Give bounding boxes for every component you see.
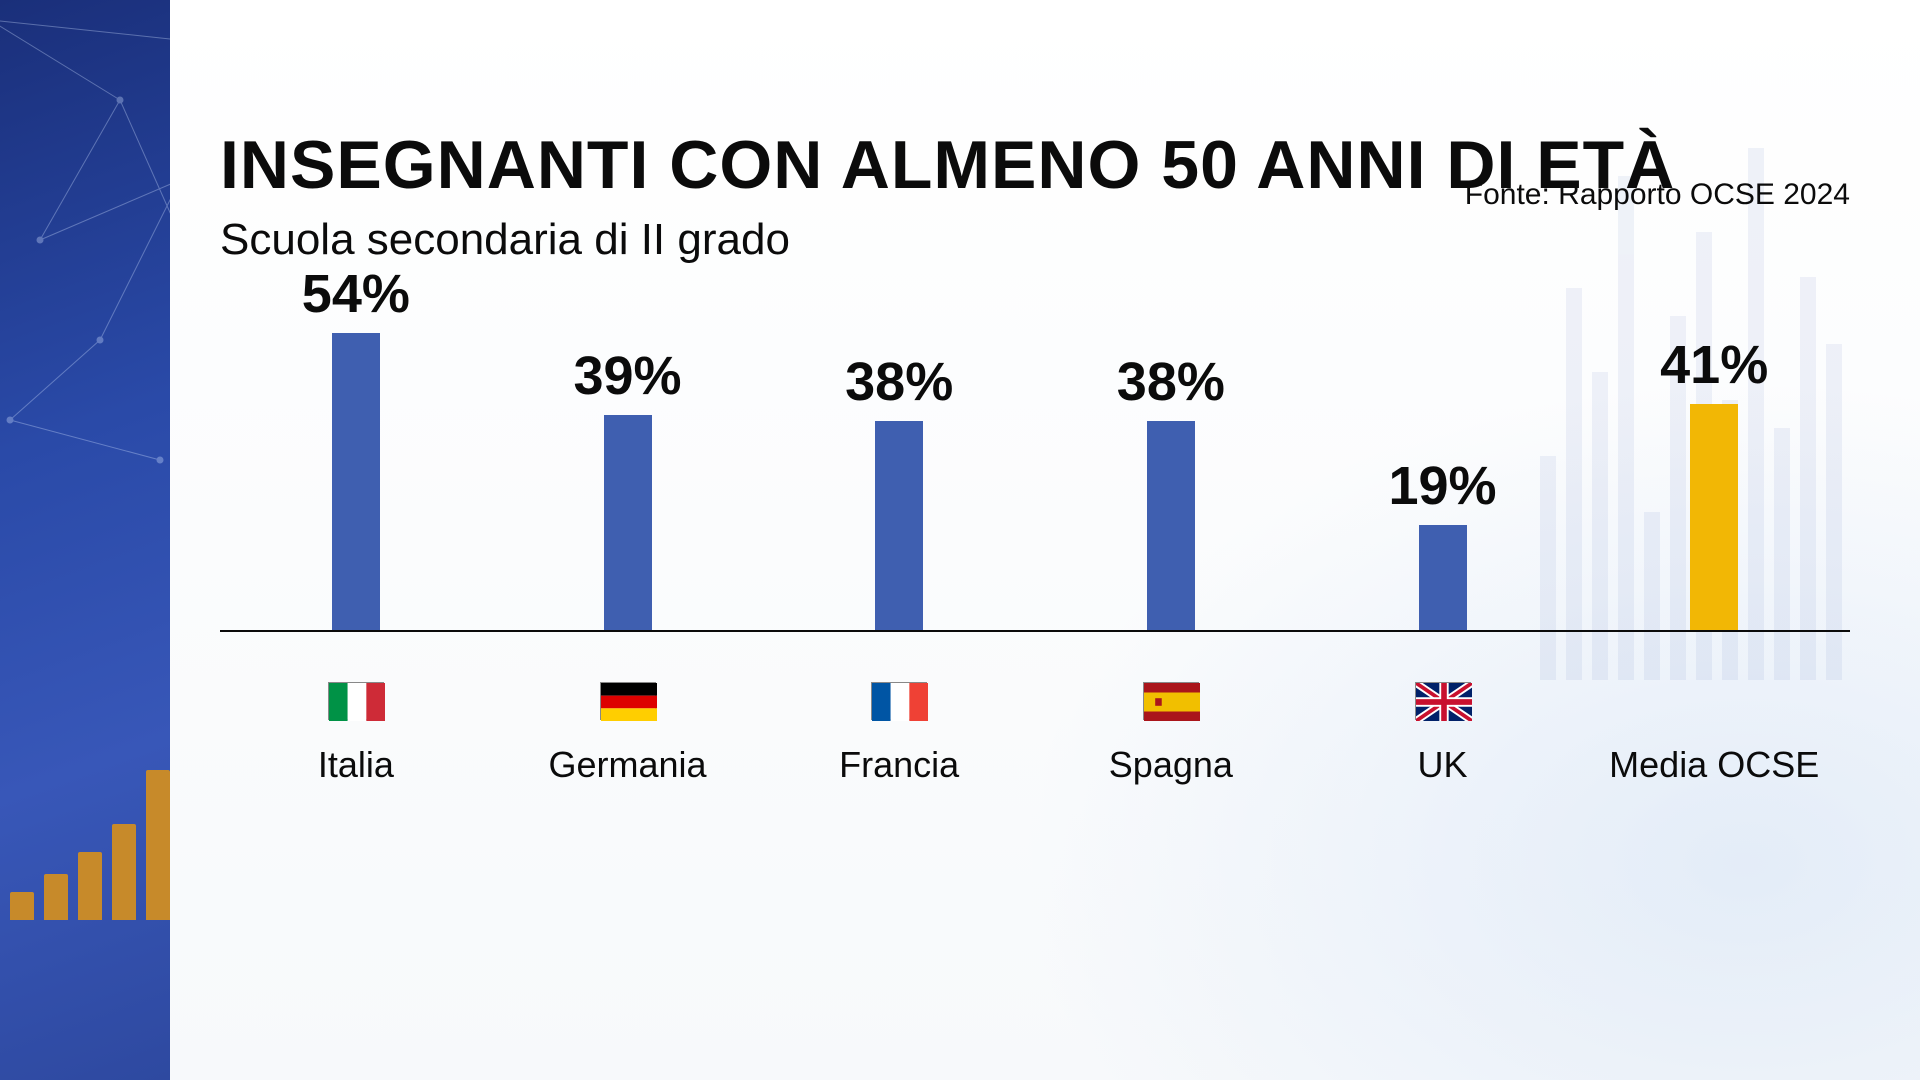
x-axis-label: Germania [548,744,706,786]
network-lines-decor [0,0,170,500]
x-axis-label: Spagna [1109,744,1233,786]
plot-area: 54% 39% 38% 38% 19% 41% [220,300,1850,632]
bar: 19% [1419,525,1467,630]
bar: 39% [604,415,652,630]
bar-value-label: 41% [1660,334,1768,396]
chart-source: Fonte: Rapporto OCSE 2024 [1465,178,1850,212]
stage: INSEGNANTI CON ALMENO 50 ANNI DI ETÀ Scu… [0,0,1920,1080]
bar-chart: 54%39%38%38%19%41% Italia Germania Franc… [220,300,1850,780]
x-axis-item: UK [1307,682,1579,786]
chart-card: INSEGNANTI CON ALMENO 50 ANNI DI ETÀ Scu… [170,0,1920,1080]
bar: 41% [1690,404,1738,630]
left-decor-strip [0,0,170,1080]
x-axis-item: Francia [763,682,1035,786]
x-axis-item: Media OCSE [1578,682,1850,786]
bar-column: 54% [220,300,492,630]
bar: 38% [875,421,923,630]
chart-subtitle: Scuola secondaria di II grado [220,215,1675,265]
bar-value-label: 19% [1388,455,1496,517]
flag-icon [1143,682,1199,720]
flag-icon [871,682,927,720]
bar-column: 41% [1578,300,1850,630]
left-mini-bars-decor [10,770,170,920]
flag-icon [328,682,384,720]
x-axis-item: Germania [492,682,764,786]
bar-column: 19% [1307,300,1579,630]
x-axis-label: Media OCSE [1609,744,1819,786]
chart-title: INSEGNANTI CON ALMENO 50 ANNI DI ETÀ [220,130,1675,201]
bar: 54% [332,333,380,630]
bar-value-label: 54% [302,263,410,325]
bar-value-label: 39% [573,345,681,407]
flag-placeholder [1686,682,1742,720]
x-axis-label: Francia [839,744,959,786]
title-block: INSEGNANTI CON ALMENO 50 ANNI DI ETÀ Scu… [220,130,1675,265]
bar: 38% [1147,421,1195,630]
bar-column: 38% [1035,300,1307,630]
x-axis: Italia Germania Francia Spagna UK Media O… [220,682,1850,786]
x-axis-item: Italia [220,682,492,786]
bar-column: 39% [492,300,764,630]
bar-value-label: 38% [845,351,953,413]
x-axis-item: Spagna [1035,682,1307,786]
bar-value-label: 38% [1117,351,1225,413]
flag-icon [600,682,656,720]
x-axis-label: UK [1418,744,1468,786]
bar-columns: 54% 39% 38% 38% 19% 41% [220,300,1850,630]
flag-icon [1415,682,1471,720]
x-axis-label: Italia [318,744,394,786]
bar-column: 38% [763,300,1035,630]
